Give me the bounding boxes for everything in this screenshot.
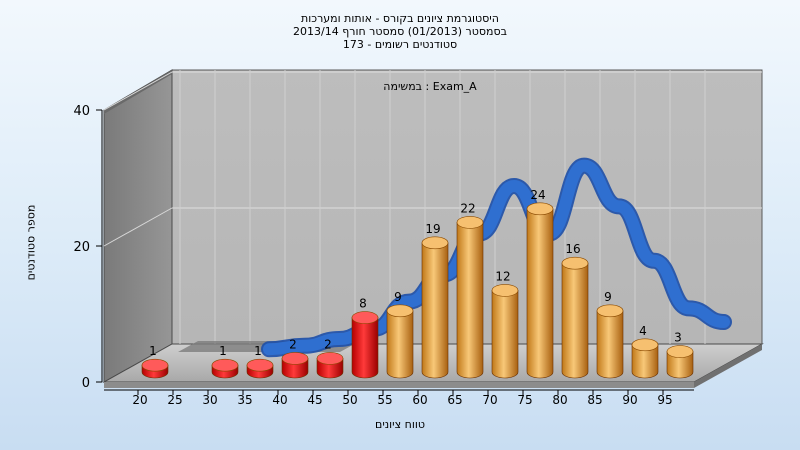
chart-title-line-1: היסטוגרמת ציונים בקורס - אותות ומערכות [301,12,499,25]
data-label-20: 1 [149,344,157,358]
data-label-55: 9 [394,290,402,304]
bar-85 [596,310,624,379]
bar-65 [456,222,484,379]
x-tick-label: 65 [447,393,462,407]
x-tick-label: 45 [307,393,322,407]
data-label-40: 2 [289,337,297,351]
data-label-35: 1 [254,344,262,358]
chart-title-line-3: סטודנטים רשומים - 173 [342,38,458,51]
bar-95 [666,351,694,379]
bar-top-45 [316,352,344,365]
x-tick-label: 90 [622,393,637,407]
x-tick-label: 80 [552,393,567,407]
bar-70 [491,290,519,379]
data-label-95: 3 [674,331,682,345]
bar-top-90 [631,338,659,352]
y-axis-label: מספר סטודנטים [24,204,38,281]
bar-top-65 [456,216,484,229]
bar-top-70 [491,284,519,297]
data-label-90: 4 [639,324,647,338]
data-label-80: 16 [565,242,580,256]
bar-60 [421,242,449,379]
bar-top-95 [666,345,694,358]
bar-top-80 [561,256,589,270]
data-label-85: 9 [604,290,612,304]
bar-top-20 [141,358,169,372]
chart-title-line-2: בסמסטר (01/2013) סמסטר חורף 2013/14 [293,25,507,38]
x-tick-label: 35 [237,393,252,407]
grid-line-left-wall [103,207,173,247]
y-tick-label: 40 [73,104,90,119]
bar-top-60 [421,236,449,250]
x-tick-label: 40 [272,393,287,407]
data-label-65: 22 [460,201,475,215]
bar-top-40 [281,352,309,365]
bar-top-35 [246,358,274,372]
x-tick-label: 30 [202,393,217,407]
data-label-45: 2 [324,337,332,351]
bar-top-50 [351,311,379,324]
x-tick-label: 75 [517,393,532,407]
bar-55 [386,310,414,379]
bar-50 [351,317,379,379]
y-tick-label: 0 [82,376,90,391]
x-tick-label: 70 [482,393,497,407]
chart-subtitle: Exam_A : במשימה [383,80,477,93]
x-tick-label: 20 [132,393,147,407]
grid-line-left-wall [103,71,173,111]
bars [141,202,694,379]
floor-right-edge [694,344,762,388]
y-tick-label: 20 [73,240,90,255]
bar-top-85 [596,304,624,318]
x-tick-label: 85 [587,393,602,407]
floor-front-edge [104,382,694,388]
y-axis: 0 20 40 [73,104,103,391]
left-wall [103,69,173,383]
data-label-50: 8 [359,297,367,311]
bar-90 [631,344,659,379]
bar-75 [526,208,554,379]
data-label-30: 1 [219,344,227,358]
x-tick-label: 95 [657,393,672,407]
x-tick-label: 60 [412,393,427,407]
bar-80 [561,262,589,379]
bar-top-75 [526,202,554,216]
data-label-60: 19 [425,222,440,236]
x-tick-label: 25 [167,393,182,407]
x-tick-label: 50 [342,393,357,407]
data-label-75: 24 [530,188,545,202]
data-label-70: 12 [495,269,510,283]
bar-top-55 [386,304,414,318]
x-axis-label: טווח ציונים [375,418,425,431]
x-axis: 20 25 30 35 40 45 50 55 60 65 70 75 80 85 90 95 [104,389,694,407]
x-tick-label: 55 [377,393,392,407]
bar-top-30 [211,358,239,372]
